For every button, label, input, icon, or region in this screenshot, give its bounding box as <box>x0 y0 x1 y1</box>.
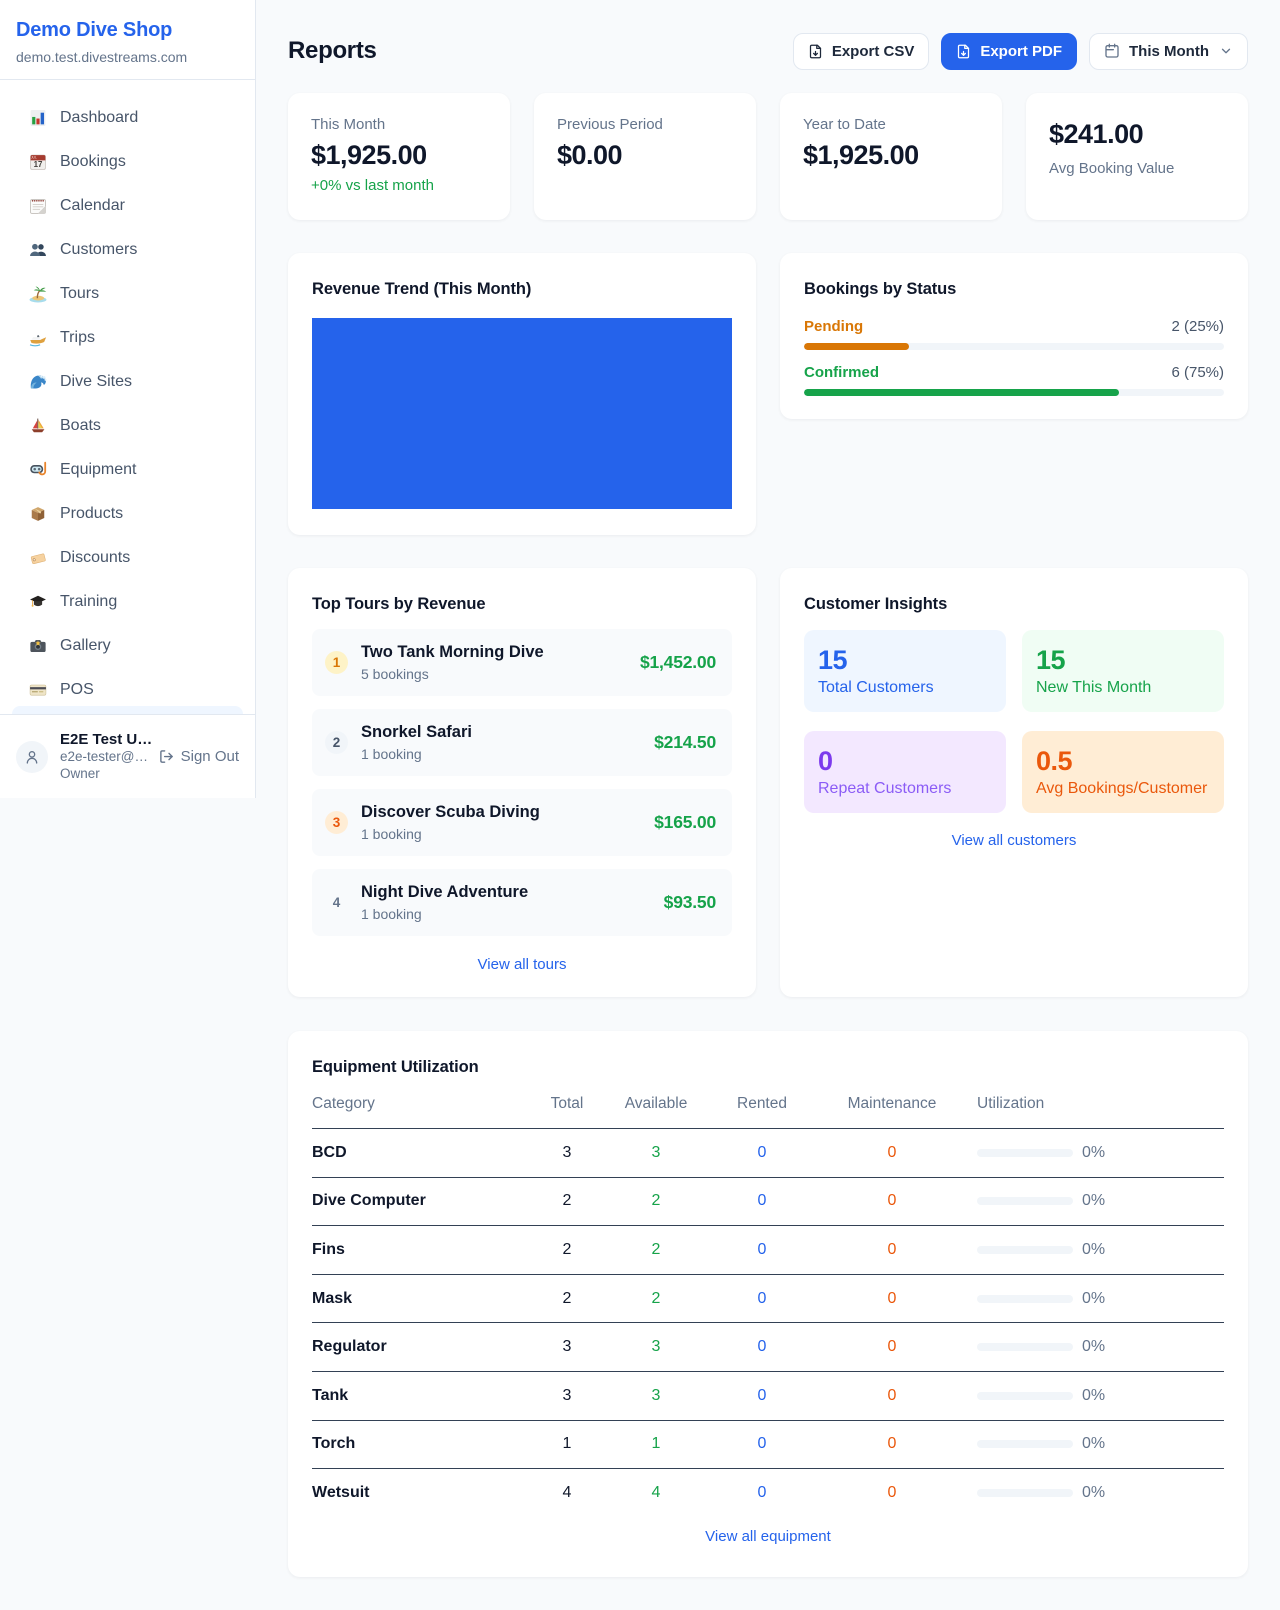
svg-text:17: 17 <box>34 160 43 169</box>
svg-text:JUL: JUL <box>31 156 37 160</box>
